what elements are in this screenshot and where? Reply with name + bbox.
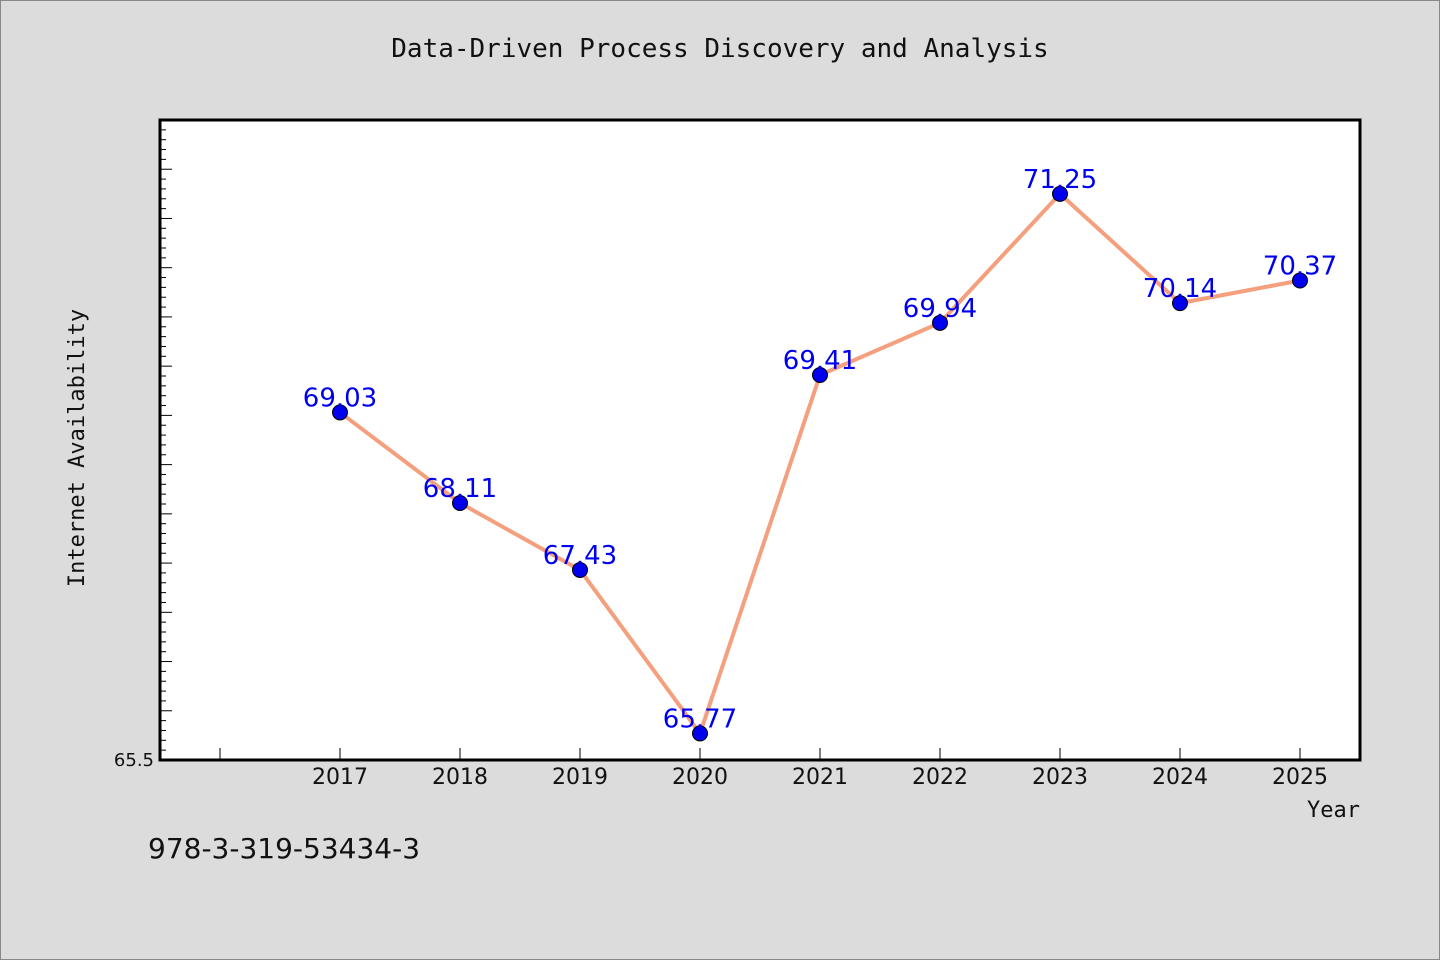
data-label: 70.14 (1143, 274, 1217, 304)
data-point (572, 561, 588, 578)
x-tick-label: 2021 (792, 765, 848, 790)
data-label: 71.25 (1023, 165, 1097, 195)
data-label: 67.43 (543, 541, 617, 571)
data-label: 69.94 (903, 294, 977, 324)
data-label: 68.11 (423, 474, 497, 504)
data-point (1172, 295, 1188, 312)
x-tick-label: 2022 (912, 765, 968, 790)
data-point (932, 314, 948, 331)
data-point (452, 495, 468, 512)
data-label: 69.03 (303, 383, 377, 413)
x-axis-ticks: 2017 2018 2019 2020 2021 2022 2023 2024 2025 (219, 748, 1328, 790)
data-point (692, 725, 708, 742)
data-point (1052, 185, 1068, 202)
data-point (812, 367, 828, 384)
x-axis-label: Year (1307, 798, 1360, 823)
data-label: 69.41 (783, 346, 857, 376)
series-layer: 69.03 68.11 67.43 65.77 69.41 69.94 71.25 70.14… (303, 165, 1337, 742)
x-tick-label: 2017 (312, 765, 368, 790)
x-tick-label: 2025 (1272, 765, 1328, 790)
data-label: 70.37 (1263, 251, 1337, 281)
chart-title: Data-Driven Process Discovery and Analys… (391, 34, 1049, 64)
plot-area (158, 118, 1362, 762)
data-label: 65.77 (663, 704, 737, 734)
x-tick-label: 2023 (1032, 765, 1088, 790)
x-tick-label: 2024 (1152, 765, 1208, 790)
x-tick-label: 2019 (552, 765, 608, 790)
data-point (332, 404, 348, 421)
data-point (1292, 272, 1308, 289)
x-tick-label: 2020 (672, 765, 728, 790)
y-axis-ticks: 65.5 (114, 119, 172, 771)
y-axis-label: Internet Availability (65, 309, 90, 587)
isbn-text: 978-3-319-53434-3 (148, 832, 421, 865)
x-tick-label: 2018 (432, 765, 488, 790)
y-tick-label: 65.5 (114, 750, 154, 771)
